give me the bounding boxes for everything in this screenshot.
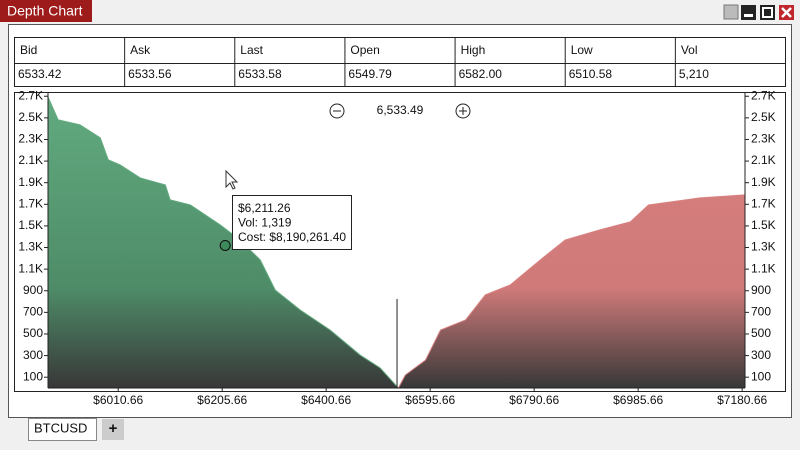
y-tick-label: 100 bbox=[23, 369, 43, 383]
y-tick-label: 1.3K bbox=[18, 240, 43, 254]
x-tick-label: $6985.66 bbox=[613, 393, 663, 407]
x-tick-label: $6010.66 bbox=[93, 393, 143, 407]
y2-tick-label: 500 bbox=[751, 326, 771, 340]
y-tick-label: 2.1K bbox=[18, 153, 43, 167]
y2-tick-label: 900 bbox=[751, 283, 771, 297]
depth-line bbox=[397, 194, 746, 389]
table-header: Open bbox=[350, 43, 379, 57]
y2-tick-label: 700 bbox=[751, 305, 771, 319]
y2-tick-label: 1.9K bbox=[751, 175, 776, 189]
y-tick-label: 1.1K bbox=[18, 261, 43, 275]
y-tick-label: 300 bbox=[23, 348, 43, 362]
table-header: Ask bbox=[130, 43, 151, 57]
table-cell: 6533.58 bbox=[238, 67, 282, 81]
tooltip-line: Vol: 1,319 bbox=[238, 216, 292, 230]
cursor bbox=[225, 169, 239, 190]
table-cell: 6533.56 bbox=[128, 67, 172, 81]
x-tick-label: $7180.66 bbox=[717, 393, 767, 407]
table-header: High bbox=[461, 43, 486, 57]
zoom-out[interactable] bbox=[329, 103, 345, 119]
tooltip-line: Cost: $8,190,261.40 bbox=[238, 230, 346, 244]
y2-tick-label: 1.1K bbox=[751, 261, 776, 275]
y-tick-label: 1.9K bbox=[18, 175, 43, 189]
y2-tick-label: 1.5K bbox=[751, 218, 776, 232]
tooltip bbox=[232, 195, 352, 250]
minimize-button[interactable] bbox=[741, 5, 756, 20]
table-header: Last bbox=[240, 43, 263, 57]
add-tab-button[interactable] bbox=[102, 419, 124, 440]
x-tick-label: $6400.66 bbox=[301, 393, 351, 407]
table-header: Low bbox=[571, 43, 593, 57]
window-title: Depth Chart bbox=[7, 3, 83, 19]
restore-button[interactable] bbox=[723, 4, 739, 20]
y2-tick-label: 2.5K bbox=[751, 110, 776, 124]
x-tick-label: $6595.66 bbox=[405, 393, 455, 407]
table-cell: 6549.79 bbox=[348, 67, 392, 81]
zoom-controls bbox=[329, 103, 471, 119]
quote-table bbox=[14, 37, 786, 87]
y-tick-label: 2.3K bbox=[18, 132, 43, 146]
x-tick-label: $6790.66 bbox=[509, 393, 559, 407]
y-tick-label: 700 bbox=[23, 305, 43, 319]
y-tick-label: 1.7K bbox=[18, 196, 43, 210]
depth-line bbox=[47, 96, 399, 389]
table-header: Bid bbox=[20, 43, 37, 57]
y2-tick-label: 1.7K bbox=[751, 196, 776, 210]
table-cell: 5,210 bbox=[679, 67, 709, 81]
y-tick-label: 2.7K bbox=[18, 88, 43, 102]
mid-price-label: 6,533.49 bbox=[377, 103, 424, 117]
hover-point bbox=[219, 239, 231, 251]
depth-area bbox=[398, 194, 745, 388]
y2-tick-label: 300 bbox=[751, 348, 771, 362]
y2-tick-label: 2.1K bbox=[751, 153, 776, 167]
y2-tick-label: 2.7K bbox=[751, 88, 776, 102]
tab-label: BTCUSD bbox=[34, 420, 87, 435]
tab[interactable] bbox=[28, 418, 97, 441]
x-tick-label: $6205.66 bbox=[197, 393, 247, 407]
tooltip-line: $6,211.26 bbox=[238, 201, 291, 215]
zoom-in[interactable] bbox=[455, 103, 471, 119]
y-tick-label: 500 bbox=[23, 326, 43, 340]
table-cell: 6510.58 bbox=[569, 67, 613, 81]
y2-tick-label: 2.3K bbox=[751, 132, 776, 146]
window-buttons bbox=[723, 4, 794, 20]
y2-tick-label: 100 bbox=[751, 369, 771, 383]
y-tick-label: 1.5K bbox=[18, 218, 43, 232]
table-cell: 6582.00 bbox=[459, 67, 503, 81]
table-header: Vol bbox=[681, 43, 698, 57]
table-cell: 6533.42 bbox=[18, 67, 62, 81]
y2-tick-label: 1.3K bbox=[751, 240, 776, 254]
y-tick-label: 900 bbox=[23, 283, 43, 297]
y-tick-label: 2.5K bbox=[18, 110, 43, 124]
add-tab-label: + bbox=[109, 420, 118, 437]
title-tab[interactable] bbox=[0, 0, 92, 22]
